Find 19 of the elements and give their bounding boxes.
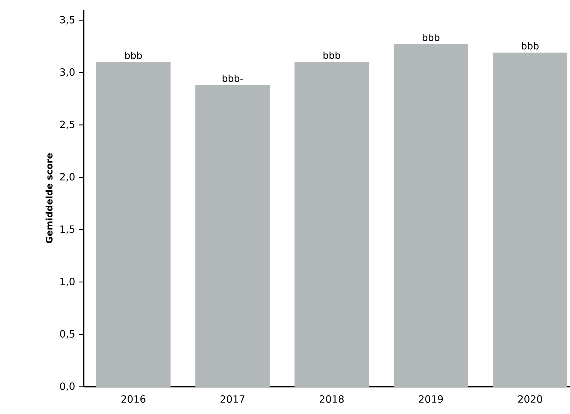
y-tick-label: 0,0	[60, 382, 75, 392]
x-tick-label: 2019	[419, 396, 444, 404]
x-tick-label: 2018	[320, 396, 344, 404]
x-tick-label: 2016	[122, 396, 146, 404]
data-label: bbb	[125, 52, 142, 60]
y-tick-label: 3,5	[60, 16, 75, 25]
y-axis-title: Gemiddelde score	[46, 154, 53, 244]
y-tick-label: 1,0	[60, 278, 75, 287]
data-label: bbb	[522, 42, 539, 50]
data-label: bbb	[422, 34, 440, 42]
x-tick-label: 2017	[220, 396, 245, 404]
y-tick-label: 1,5	[60, 226, 75, 234]
y-tick-label: 3,0	[60, 68, 75, 78]
y-tick-label: 2,5	[60, 120, 75, 130]
data-label: bbb-	[222, 74, 244, 82]
data-label: bbb	[324, 52, 340, 60]
y-tick-label: 0,5	[60, 330, 75, 339]
y-tick-label: 2,0	[60, 173, 75, 182]
x-tick-label: 2020	[518, 396, 542, 404]
